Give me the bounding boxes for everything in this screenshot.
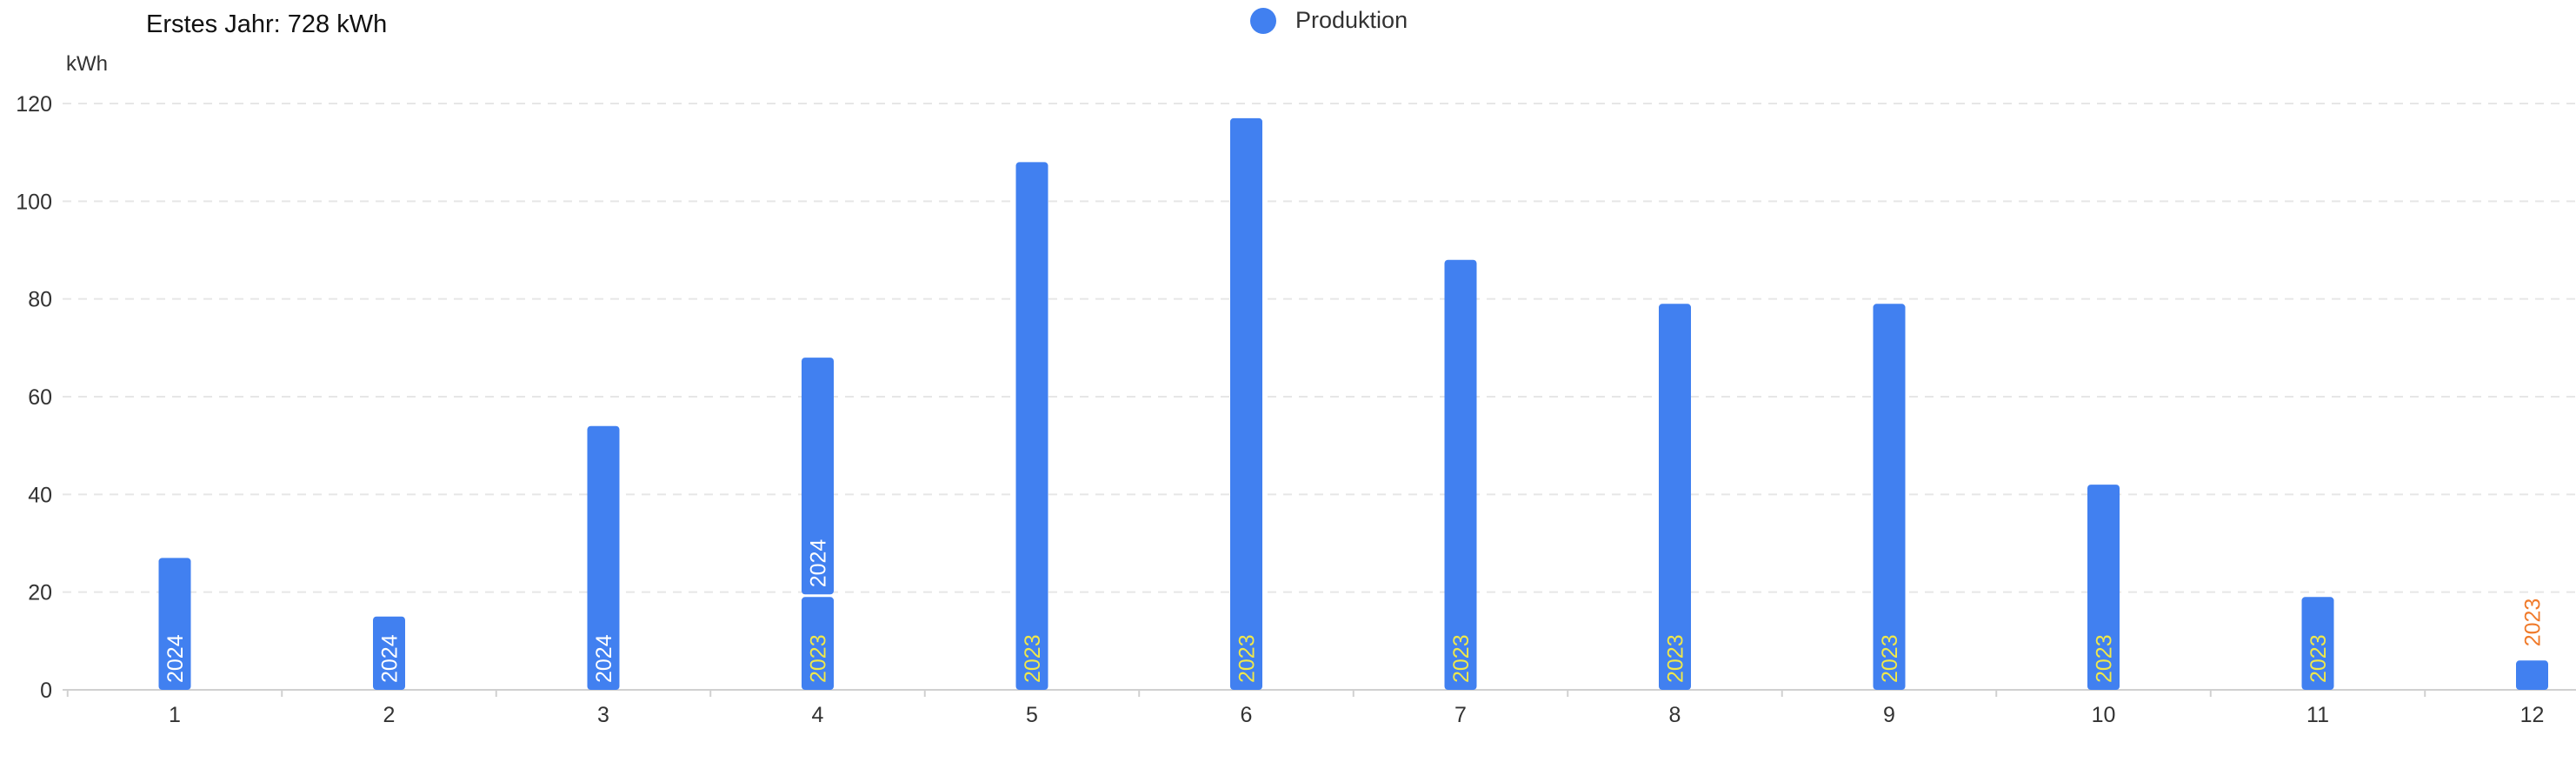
x-tick-label: 1 [169, 703, 181, 727]
x-tick-label: 7 [1454, 703, 1467, 727]
x-tick-label: 8 [1669, 703, 1681, 727]
bar-segment [1659, 304, 1691, 690]
y-tick-label: 60 [28, 385, 52, 410]
bar-year-label: 2023 [807, 634, 831, 683]
x-tick-label: 11 [2306, 703, 2329, 727]
bar-year-label: 2023 [1664, 634, 1688, 683]
bar-segment [1230, 117, 1262, 691]
y-tick-label: 20 [28, 581, 52, 605]
chart-subtitle: Erstes Jahr: 728 kWh [146, 10, 388, 38]
bar-year-label: 2024 [807, 539, 831, 588]
y-tick-label: 40 [28, 483, 52, 507]
x-tick-label: 3 [597, 703, 609, 727]
chart-legend[interactable]: Produktion [1250, 7, 1408, 34]
bar-year-label: 2024 [592, 634, 616, 683]
x-tick-label: 12 [2520, 703, 2545, 727]
bar-year-label: 2023 [2093, 634, 2117, 683]
bar-segment [2301, 597, 2334, 690]
bar-segment [802, 597, 834, 690]
bar-year-label: 2023 [1021, 634, 1045, 683]
x-tick-label: 4 [812, 703, 824, 727]
y-tick-label: 100 [16, 190, 52, 214]
bar-year-label: 2024 [378, 634, 403, 683]
x-tick-label: 2 [383, 703, 396, 727]
bar-segment [1873, 304, 1906, 690]
bar-segment [1015, 162, 1048, 690]
x-tick-label: 10 [2092, 703, 2116, 727]
legend-label-produktion: Produktion [1295, 7, 1408, 33]
bar-year-label: 2023 [2306, 634, 2331, 683]
bar-year-label: 2023 [2521, 598, 2546, 647]
x-tick-label: 6 [1241, 703, 1253, 727]
legend-dot-icon [1250, 7, 1276, 34]
bar-year-label: 2023 [1878, 634, 1902, 683]
x-tick-label: 5 [1026, 703, 1038, 727]
x-tick-label: 9 [1883, 703, 1895, 727]
bar-segment [373, 616, 405, 690]
bar-segment [1444, 259, 1477, 690]
bar-segment [2516, 660, 2548, 690]
bar-year-label: 2023 [1235, 634, 1260, 683]
y-tick-label: 120 [16, 92, 52, 117]
bar-segment [158, 558, 191, 690]
bar-segment [2087, 485, 2120, 690]
bar-segment [802, 358, 834, 595]
bar-year-label: 2024 [163, 634, 188, 683]
bar-year-label: 2023 [1449, 634, 1474, 683]
y-tick-label: 0 [40, 679, 52, 703]
y-axis-unit-label: kWh [66, 52, 108, 76]
y-tick-label: 80 [28, 288, 52, 312]
bar-segment [587, 425, 620, 690]
